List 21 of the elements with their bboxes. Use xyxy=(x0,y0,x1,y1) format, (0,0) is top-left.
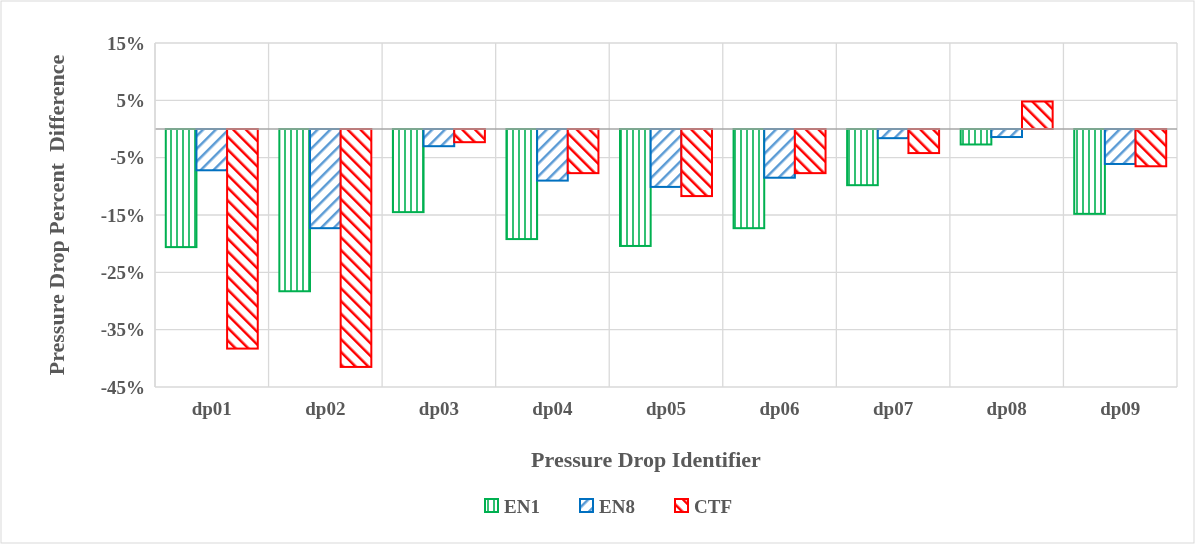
x-tick-label: dp02 xyxy=(305,398,346,419)
y-tick-label: -35% xyxy=(100,319,145,341)
x-tick-label: dp03 xyxy=(418,398,459,419)
y-axis-title: Pressure Drop Percent Difference xyxy=(44,54,69,376)
x-tick-label: dp01 xyxy=(191,398,232,419)
x-tick-label: dp05 xyxy=(645,398,687,419)
legend-label: CTF xyxy=(694,495,732,517)
y-tick-label: -5% xyxy=(110,147,145,169)
x-tick-label: dp04 xyxy=(532,398,574,419)
y-tick-label: -45% xyxy=(100,376,145,398)
x-tick-label: dp09 xyxy=(1100,398,1141,419)
y-tick-label: -25% xyxy=(100,261,145,283)
y-tick-label: 5% xyxy=(116,89,145,111)
y-tick-label: -15% xyxy=(100,204,145,226)
x-tick-label: dp08 xyxy=(986,398,1027,419)
legend-label: EN1 xyxy=(504,495,540,517)
x-tick-label: dp06 xyxy=(759,398,800,419)
legend-label: EN8 xyxy=(599,495,635,517)
x-axis-title: Pressure Drop Identifier xyxy=(531,447,762,472)
x-tick-label: dp07 xyxy=(873,398,914,419)
y-tick-label: 15% xyxy=(107,32,145,54)
